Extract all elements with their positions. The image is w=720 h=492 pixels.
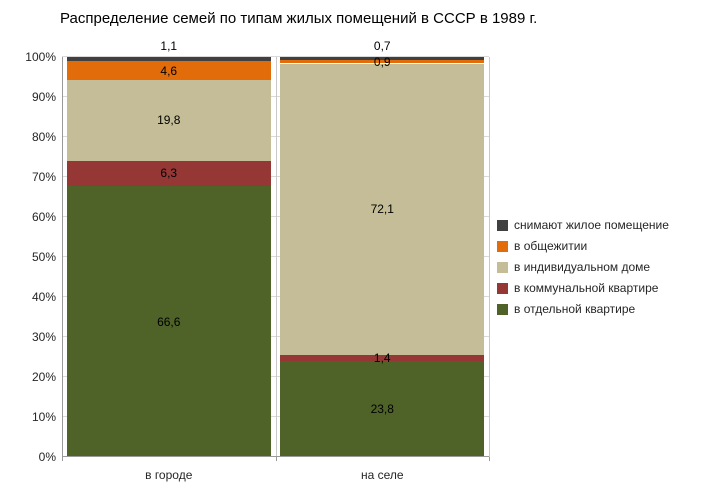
y-axis-tick-label: 80% <box>31 130 56 144</box>
y-axis-tick-label: 40% <box>31 290 56 304</box>
bar-village: 23,8 1,4 72,1 0,9 0,7 <box>280 39 485 457</box>
bar-segment-label: 19,8 <box>157 113 181 128</box>
gridline <box>62 56 489 57</box>
category-label: на селе <box>360 468 404 482</box>
y-axis-tick-label: 10% <box>31 410 56 424</box>
bar-segment-label: 23,8 <box>370 401 394 416</box>
gridline <box>62 176 489 177</box>
gridline <box>62 296 489 297</box>
x-axis-line <box>62 456 489 457</box>
legend-label: в отдельной квартире <box>514 302 636 316</box>
bar-segment <box>66 186 271 457</box>
bar-segment-label: 72,1 <box>370 202 394 217</box>
gridline <box>62 256 489 257</box>
legend-item: в общежитии <box>497 240 669 253</box>
legend: снимают жилое помещение в общежитии в инди… <box>497 219 669 324</box>
y-axis-tick-label: 20% <box>31 370 56 384</box>
x-axis-tickmark <box>489 457 490 461</box>
legend-label: в коммунальной квартире <box>514 281 659 295</box>
y-axis-tick-label: 100% <box>25 50 56 64</box>
legend-item: в отдельной квартире <box>497 303 669 316</box>
bar-segment <box>66 57 271 62</box>
y-axis-tick-label: 30% <box>31 330 56 344</box>
bar-segment-label: 1,1 <box>160 39 178 53</box>
y-axis-tick-label: 60% <box>31 210 56 224</box>
bar-segment <box>280 63 485 356</box>
y-axis-tick-label: 50% <box>31 250 56 264</box>
bar-segment <box>280 355 485 361</box>
x-axis-tickmark <box>276 457 277 461</box>
legend-label: снимают жилое помещение <box>514 218 669 232</box>
legend-swatch <box>497 283 508 294</box>
bar-segment <box>280 59 485 64</box>
plot-vertical-line <box>276 57 277 457</box>
legend-label: в индивидуальном доме <box>514 260 651 274</box>
legend-item: снимают жилое помещение <box>497 219 669 232</box>
plot-area: 66,6 6,3 19,8 4,6 1,1 23,8 1,4 72,1 0,9 0,7 <box>62 39 490 461</box>
y-axis-tick-label: 90% <box>31 90 56 104</box>
bar-segment <box>66 80 271 161</box>
legend-item: в индивидуальном доме <box>497 261 669 274</box>
category-label: в городе <box>145 468 193 482</box>
bar-segment-label: 4,6 <box>160 63 178 78</box>
bar-segment <box>280 57 485 60</box>
gridline <box>62 336 489 337</box>
bar-segment-label: 6,3 <box>160 166 178 181</box>
bar-segment <box>280 360 485 457</box>
gridline <box>62 376 489 377</box>
bar-city: 66,6 6,3 19,8 4,6 1,1 <box>66 39 271 457</box>
legend-swatch <box>497 220 508 231</box>
gridline <box>62 216 489 217</box>
chart-title: Распределение семей по типам жилых помещ… <box>60 10 538 27</box>
legend-item: в коммунальной квартире <box>497 282 669 295</box>
bar-segment-label: 1,4 <box>373 350 391 365</box>
legend-swatch <box>497 304 508 315</box>
legend-swatch <box>497 241 508 252</box>
bar-segment <box>66 160 271 187</box>
gridline <box>62 136 489 137</box>
legend-label: в общежитии <box>514 239 588 253</box>
bar-segment-label: 0,9 <box>373 54 391 69</box>
gridline <box>62 96 489 97</box>
x-axis-tickmark <box>62 457 63 461</box>
bar-segment-label: 66,6 <box>157 314 181 329</box>
legend-swatch <box>497 262 508 273</box>
bar-segment <box>66 61 271 81</box>
y-axis-tick-label: 0% <box>38 450 56 464</box>
y-axis-tick-label: 70% <box>31 170 56 184</box>
y-axis-line <box>62 57 63 457</box>
bar-segment-label: 0,7 <box>373 39 391 53</box>
gridline <box>62 416 489 417</box>
plot-vertical-line <box>489 57 490 457</box>
